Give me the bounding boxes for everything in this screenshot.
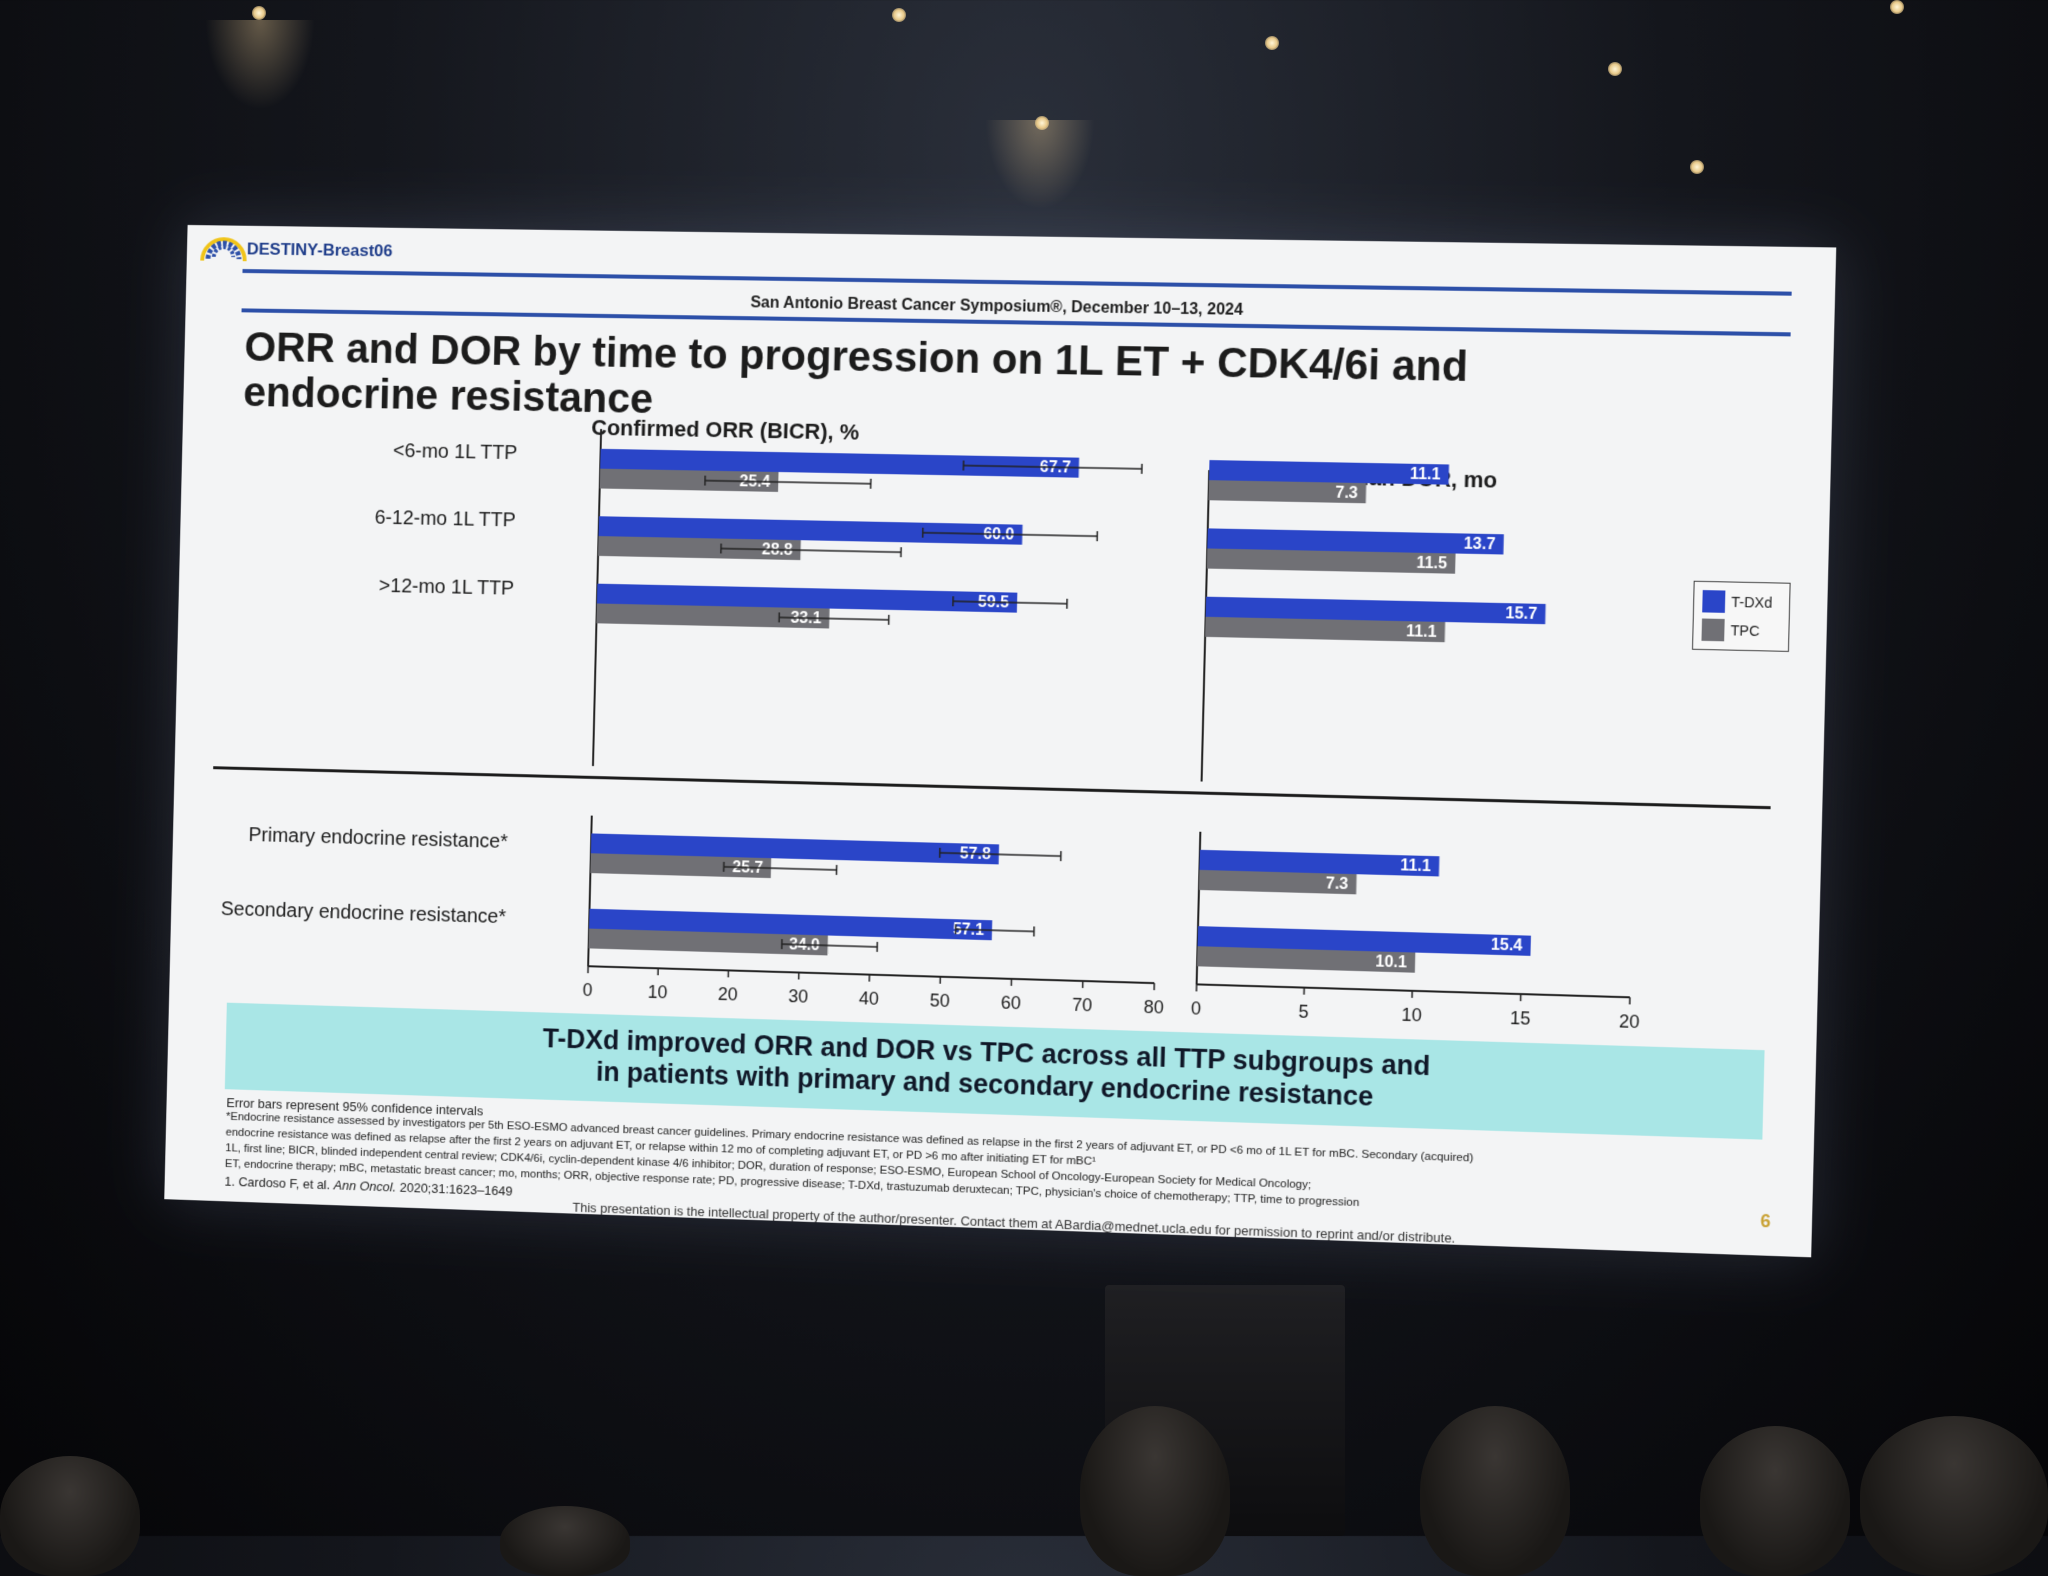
reference-journal: Ann Oncol.	[333, 1178, 396, 1195]
dor-x-tick-label: 0	[1191, 998, 1202, 1019]
ceiling-light	[252, 6, 266, 20]
legend-item-tdxd: T-DXd	[1702, 590, 1772, 614]
ceiling-light	[1608, 62, 1622, 76]
dor-x-axis	[1197, 984, 1630, 997]
audience-head	[1860, 1416, 2048, 1576]
dor-x-tick-label: 5	[1298, 1001, 1309, 1022]
page-number: 6	[1760, 1211, 1771, 1233]
ceiling-light-cone	[985, 120, 1095, 210]
dor-x-tick-label: 15	[1510, 1008, 1531, 1029]
legend-label: TPC	[1730, 622, 1759, 639]
audience-head	[1080, 1406, 1230, 1576]
legend-label: T-DXd	[1731, 594, 1772, 611]
ceiling-light	[892, 8, 906, 22]
dor-bar-value-label: 10.1	[1375, 953, 1407, 971]
dor-bar-value-label: 11.1	[1400, 857, 1431, 875]
dor-x-tick-label: 10	[1401, 1004, 1422, 1025]
audience-head	[1420, 1406, 1570, 1576]
ceiling-light	[1890, 0, 1904, 14]
projected-slide: DESTINY-Breast06 San Antonio Breast Canc…	[164, 225, 1836, 1257]
dor-x-tick-label: 20	[1619, 1011, 1640, 1032]
ceiling-light-cone	[205, 20, 315, 110]
chart-legend: T-DXd TPC	[1692, 581, 1791, 652]
dor-bar-value-label: 15.7	[1505, 605, 1537, 623]
legend-swatch-tpc	[1701, 618, 1724, 641]
dor-bar-value-label: 15.4	[1491, 936, 1523, 954]
dor-bar-value-label: 7.3	[1326, 875, 1349, 893]
ceiling-light	[1035, 116, 1049, 130]
dor-bar-value-label: 11.1	[1410, 466, 1441, 484]
dor-bar-value-label: 11.5	[1416, 555, 1447, 573]
ceiling-light	[1265, 36, 1279, 50]
audience-head	[500, 1506, 630, 1576]
audience-head	[0, 1456, 140, 1576]
dor-bar-value-label: 13.7	[1463, 535, 1495, 553]
dor-bar-value-label: 7.3	[1335, 484, 1358, 502]
audience-head	[1700, 1426, 1850, 1576]
legend-item-tpc: TPC	[1701, 618, 1759, 642]
legend-swatch-tdxd	[1702, 590, 1725, 613]
dor-bar-value-label: 11.1	[1406, 623, 1437, 641]
ceiling-light	[1690, 160, 1704, 174]
